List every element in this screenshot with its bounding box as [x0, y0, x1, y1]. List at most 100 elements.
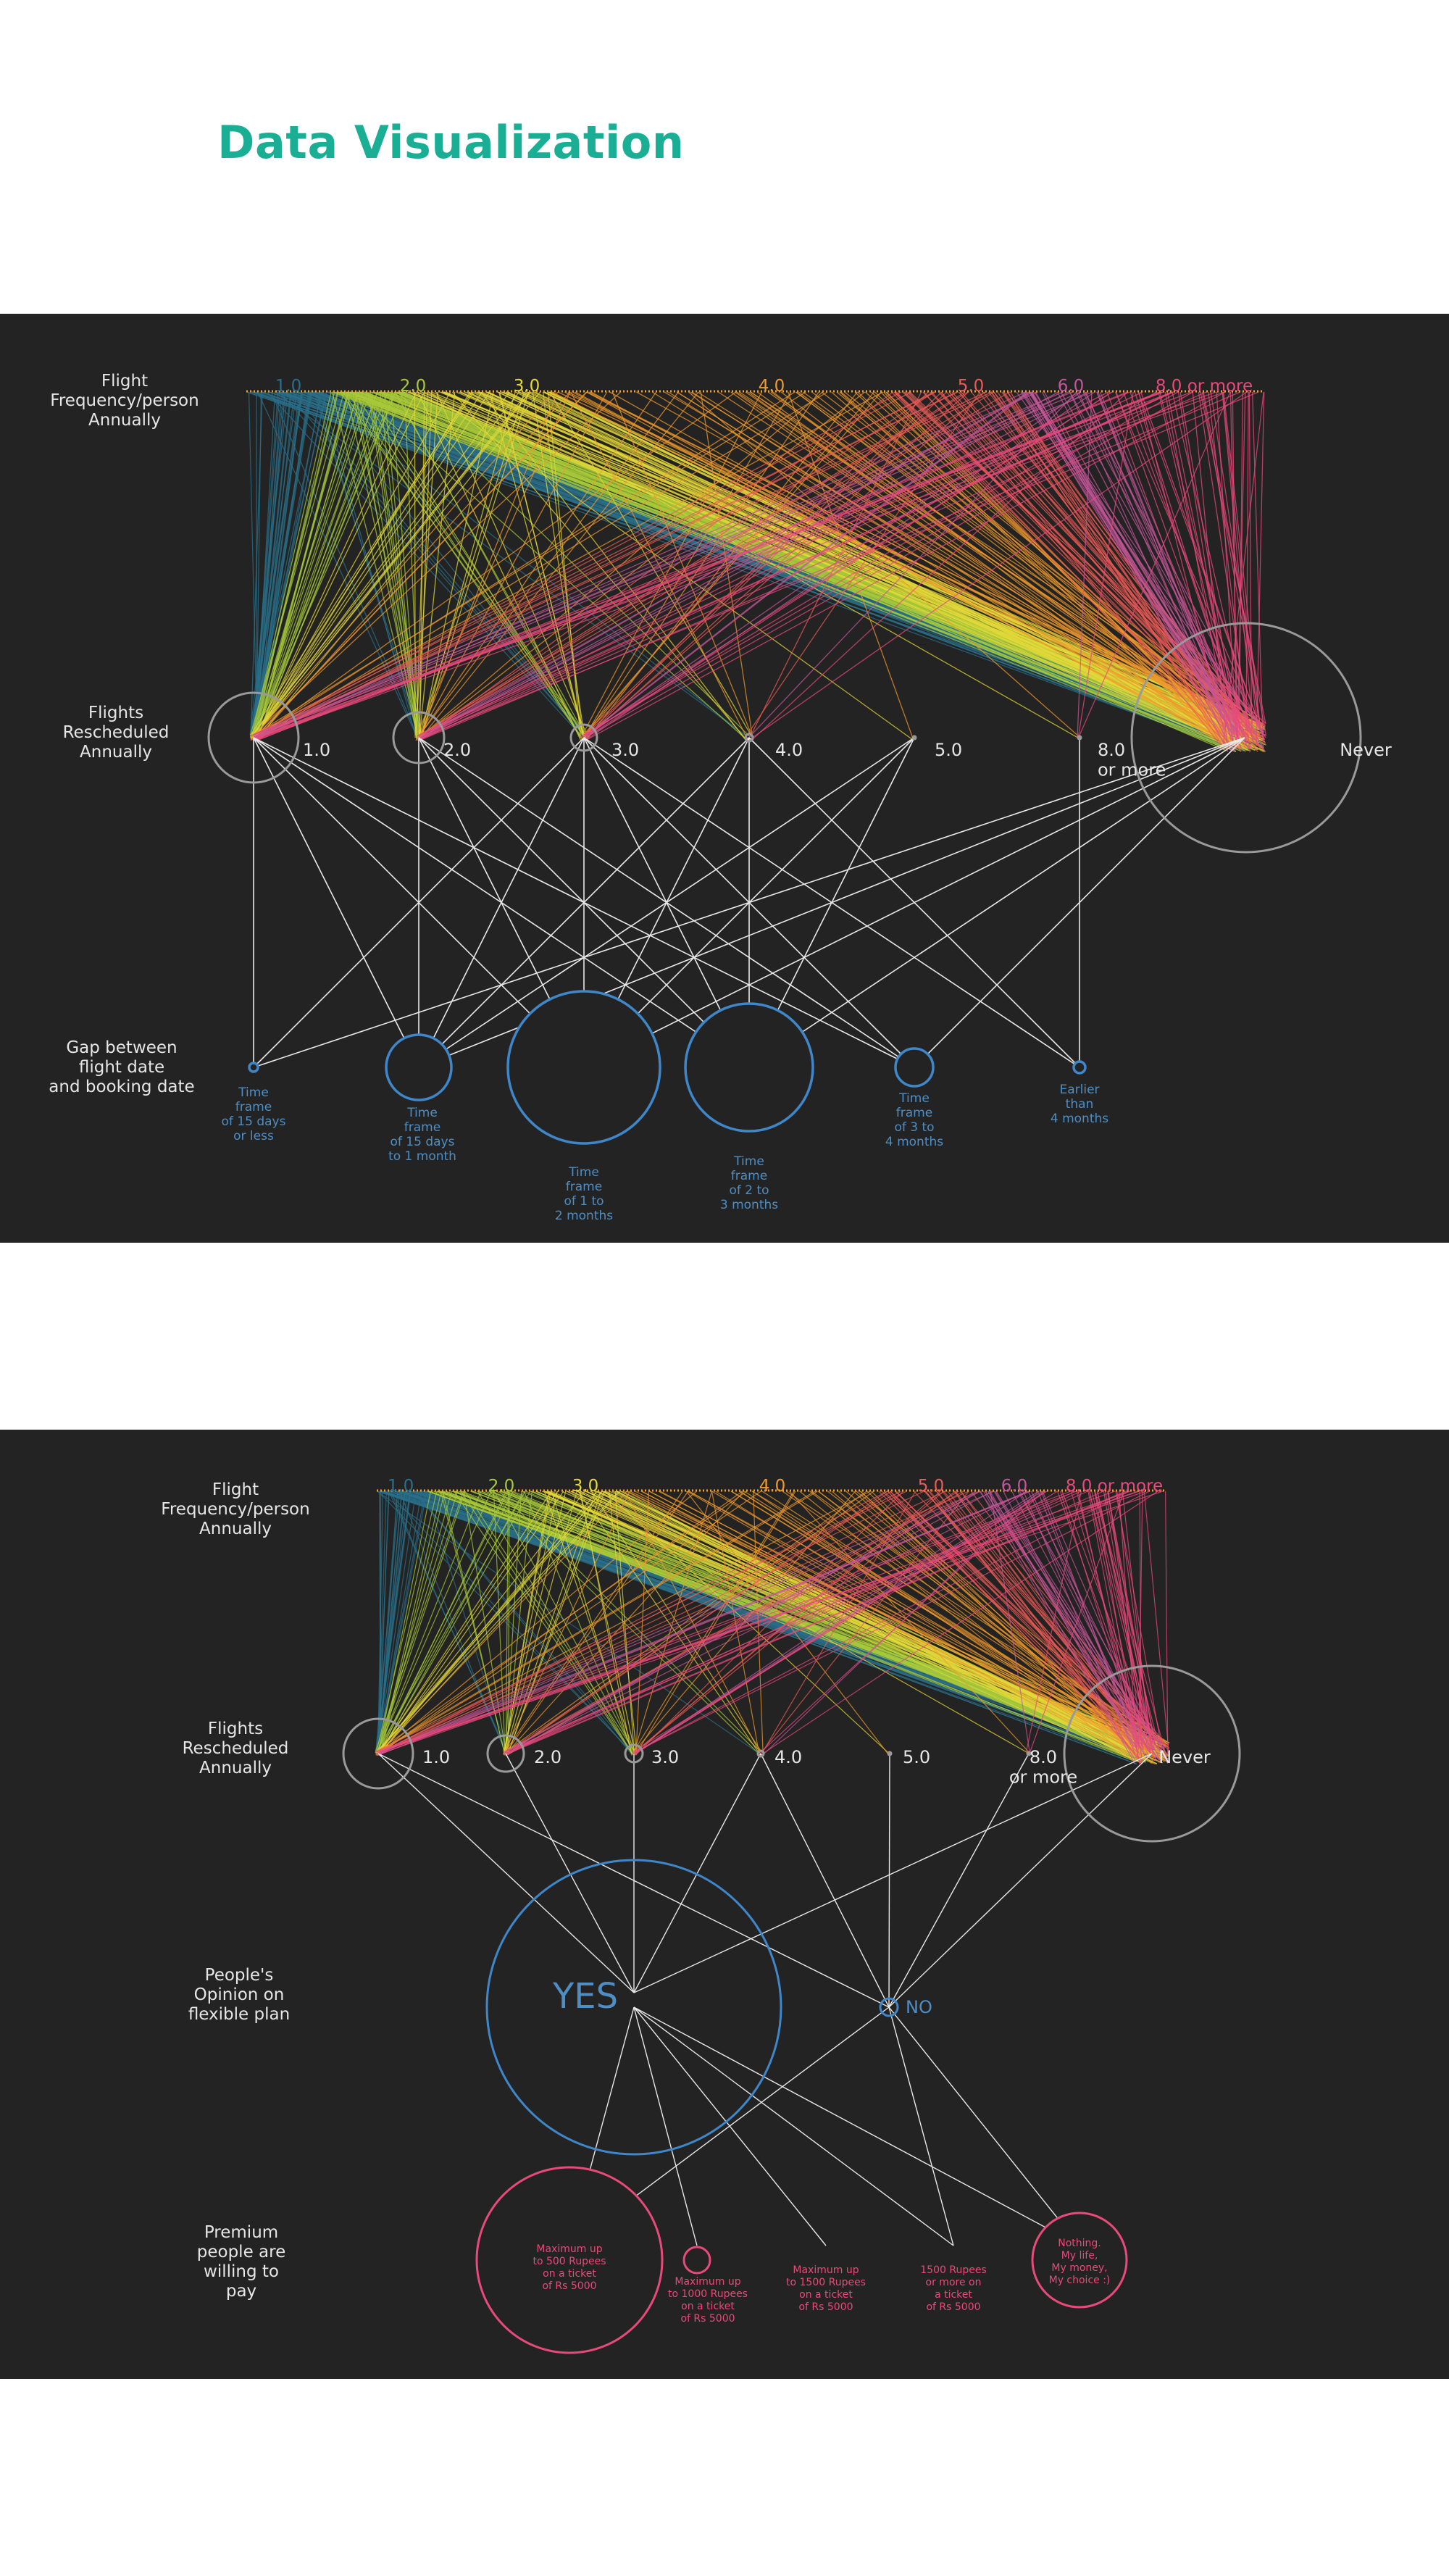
flow-line: [985, 1491, 1145, 1745]
gap-link-line: [253, 737, 1245, 1068]
flow-line: [1077, 391, 1093, 737]
opinion-link-line: [633, 1753, 761, 1993]
flow-line: [923, 391, 1233, 749]
opinion-link-line: [505, 1753, 635, 1993]
opinion-link-line: [888, 1753, 1153, 2008]
flow-line: [818, 1491, 1162, 1759]
flow-line: [355, 391, 748, 741]
frequency-label: 6.0: [1058, 377, 1085, 396]
booking-gap-diagram: Flight Frequency/person Annually Flights Res…: [49, 372, 1392, 1223]
rescheduled-node: [207, 691, 300, 784]
gap-node: [248, 1062, 259, 1073]
flow-line: [551, 1491, 632, 1753]
flow-line: [418, 391, 1174, 741]
flow-line: [1137, 391, 1260, 725]
flow-line: [427, 391, 1229, 737]
flow-line: [417, 391, 1172, 739]
flow-line: [421, 391, 894, 740]
flow-line: [689, 1491, 1164, 1759]
gap-link-line: [418, 737, 750, 1068]
premium-link-line: [633, 2006, 954, 2246]
premium-node: [1031, 2212, 1128, 2309]
flow-line: [811, 391, 1250, 730]
flow-line: [700, 391, 753, 738]
flow-line: [1025, 1491, 1082, 1752]
flow-line: [421, 391, 1241, 741]
gap-link-line: [418, 737, 585, 1068]
flow-line: [256, 391, 451, 737]
flow-line: [735, 391, 1242, 750]
flow-line: [421, 391, 699, 738]
flow-line: [575, 391, 1237, 749]
flow-line: [252, 391, 532, 738]
flow-line: [376, 1491, 482, 1754]
flow-line: [751, 391, 1128, 741]
flow-line: [418, 391, 559, 740]
flow-line: [377, 1491, 1131, 1755]
flow-line: [997, 391, 1226, 746]
flow-line: [1115, 1491, 1163, 1750]
flow-line: [376, 1491, 438, 1752]
frequency-label: 3.0: [514, 377, 540, 396]
gap-link-line: [748, 737, 1245, 1068]
rescheduled-node: [392, 711, 446, 764]
premium-label: Maximum up to 1500 Rupees on a ticket of Rs…: [786, 2264, 866, 2313]
flow-line: [884, 1491, 1138, 1747]
flow-line: [506, 1491, 1126, 1754]
row-label-frequency: Flight Frequency/person Annually: [161, 1480, 309, 1538]
flow-line: [376, 1491, 871, 1753]
premium-link-line: [888, 2006, 954, 2246]
page-title: Data Visualization: [217, 116, 685, 169]
flow-line: [252, 391, 394, 741]
flow-line: [254, 391, 1225, 741]
flow-line: [506, 1491, 689, 1753]
flow-line: [379, 1491, 761, 1754]
diagram-panel-premium: Flight Frequency/person Annually Flights Res…: [0, 1430, 1449, 2379]
flow-line: [251, 391, 339, 741]
flow-line: [377, 1491, 387, 1754]
flow-line: [418, 391, 966, 738]
flow-line: [1203, 391, 1267, 736]
flow-line: [250, 391, 327, 737]
flow-line: [415, 391, 679, 741]
flow-line: [254, 391, 958, 740]
flow-line: [414, 391, 416, 738]
flow-line: [375, 1491, 619, 1754]
flow-line: [504, 1491, 892, 1754]
flow-line: [749, 391, 922, 738]
flow-line: [379, 1491, 627, 1752]
flow-line: [504, 1491, 522, 1752]
flow-line: [588, 391, 1261, 729]
flow-line: [1223, 391, 1261, 729]
flow-line: [376, 1491, 748, 1752]
flow-line: [311, 391, 749, 739]
flow-line: [1222, 391, 1264, 744]
flow-line: [549, 391, 753, 738]
flow-line: [749, 391, 1247, 740]
opinion-node-no: [879, 1997, 899, 2017]
flow-line: [417, 391, 1109, 741]
flow-line: [417, 391, 1143, 737]
rescheduled-node: [1026, 1751, 1032, 1756]
flow-line: [441, 1491, 1135, 1759]
rescheduled-label: 5.0: [903, 1747, 930, 1767]
flow-line: [753, 1491, 764, 1756]
flow-line: [377, 1491, 427, 1753]
flow-line: [584, 391, 1113, 736]
opinion-link-line: [888, 1753, 890, 2008]
flow-line: [420, 391, 516, 740]
flow-line: [1108, 1491, 1144, 1754]
flow-line: [1192, 391, 1228, 748]
flow-line: [1252, 391, 1264, 750]
flow-line: [633, 1491, 1129, 1754]
flow-line: [506, 1491, 959, 1756]
flow-line: [759, 1491, 1158, 1756]
flow-line: [376, 1491, 946, 1756]
flow-line: [759, 1491, 1044, 1754]
rescheduled-label: 4.0: [775, 740, 803, 760]
gap-node: [894, 1047, 935, 1088]
rescheduled-node: [1130, 622, 1362, 854]
flow-line: [250, 391, 302, 735]
flow-line: [250, 391, 1038, 741]
flow-line: [253, 391, 1161, 735]
